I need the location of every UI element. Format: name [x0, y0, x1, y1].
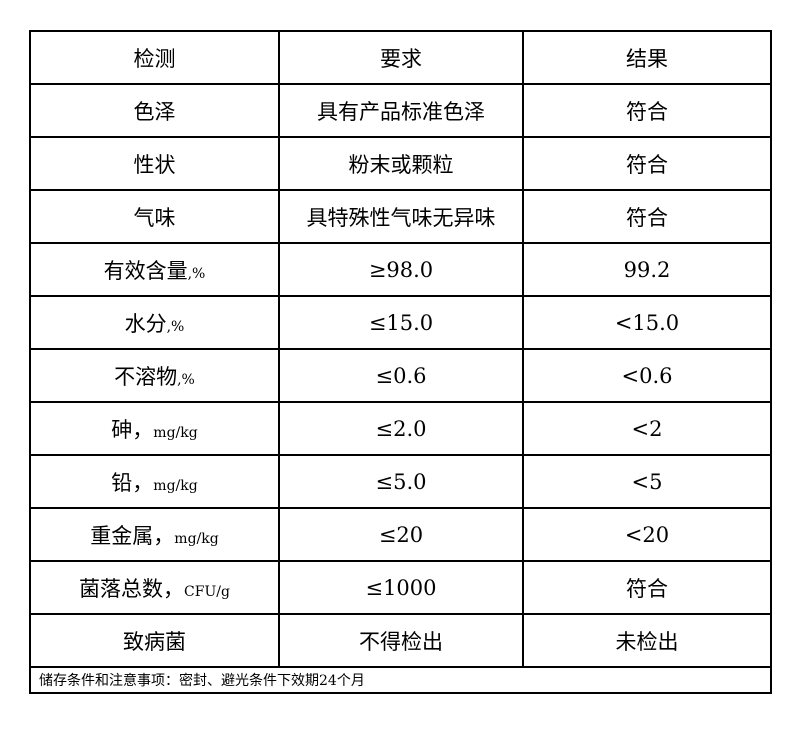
requirement-cell: ≤1000: [278, 560, 524, 615]
result-cell: 99.2: [522, 242, 772, 297]
item-name: 水分: [124, 311, 167, 336]
item-name: 色泽: [133, 99, 176, 124]
result-cell: <0.6: [522, 348, 772, 403]
result-cell: <20: [522, 507, 772, 562]
table-row: 重金属，mg/kg ≤20 <20: [29, 507, 772, 562]
header-row: 检测 要求 结果: [29, 30, 772, 85]
item-cell: 不溶物,%: [29, 348, 280, 403]
requirement-cell: ≤0.6: [278, 348, 524, 403]
requirement-cell: 具特殊性气味无异味: [278, 189, 524, 244]
item-cell: 菌落总数，CFU/g: [29, 560, 280, 615]
item-unit: ,%: [177, 371, 195, 388]
result-cell: 符合: [522, 560, 772, 615]
item-name: 菌落总数，: [79, 576, 185, 601]
result-cell: <2: [522, 401, 772, 456]
requirement-cell: ≤5.0: [278, 454, 524, 509]
item-cell: 致病菌: [29, 613, 280, 668]
item-cell: 水分,%: [29, 295, 280, 350]
item-unit: mg/kg: [174, 530, 219, 547]
table-row: 水分,% ≤15.0 <15.0: [29, 295, 772, 350]
result-cell: 未检出: [522, 613, 772, 668]
item-unit: mg/kg: [153, 477, 198, 494]
storage-note: 储存条件和注意事项：密封、避光条件下效期24个月: [29, 666, 772, 694]
table-row: 性状 粉末或颗粒 符合: [29, 136, 772, 191]
item-cell: 色泽: [29, 83, 280, 138]
result-cell: <5: [522, 454, 772, 509]
item-cell: 铅，mg/kg: [29, 454, 280, 509]
table-row: 铅，mg/kg ≤5.0 <5: [29, 454, 772, 509]
item-name: 砷，: [111, 417, 154, 442]
requirement-cell: 具有产品标准色泽: [278, 83, 524, 138]
item-name: 性状: [133, 152, 176, 177]
header-requirement: 要求: [278, 30, 524, 85]
item-name: 不溶物: [114, 364, 178, 389]
item-name: 铅，: [111, 470, 154, 495]
header-item: 检测: [29, 30, 280, 85]
table-row: 砷，mg/kg ≤2.0 <2: [29, 401, 772, 456]
footer-row: 储存条件和注意事项：密封、避光条件下效期24个月: [29, 666, 772, 694]
table-row: 菌落总数，CFU/g ≤1000 符合: [29, 560, 772, 615]
requirement-cell: 粉末或颗粒: [278, 136, 524, 191]
item-cell: 重金属，mg/kg: [29, 507, 280, 562]
item-cell: 有效含量,%: [29, 242, 280, 297]
table-row: 色泽 具有产品标准色泽 符合: [29, 83, 772, 138]
header-result: 结果: [522, 30, 772, 85]
item-unit: CFU/g: [184, 583, 230, 600]
result-cell: <15.0: [522, 295, 772, 350]
requirement-cell: 不得检出: [278, 613, 524, 668]
item-name: 致病菌: [123, 629, 186, 654]
requirement-cell: ≤15.0: [278, 295, 524, 350]
item-cell: 性状: [29, 136, 280, 191]
table-row: 致病菌 不得检出 未检出: [29, 613, 772, 668]
requirement-cell: ≤2.0: [278, 401, 524, 456]
requirement-cell: ≥98.0: [278, 242, 524, 297]
item-unit: ,%: [166, 318, 185, 335]
item-name: 气味: [133, 205, 176, 230]
result-cell: 符合: [522, 189, 772, 244]
requirement-cell: ≤20: [278, 507, 524, 562]
table-row: 不溶物,% ≤0.6 <0.6: [29, 348, 772, 403]
item-name: 重金属，: [90, 523, 175, 548]
item-name: 有效含量: [103, 258, 188, 283]
item-cell: 气味: [29, 189, 280, 244]
item-unit: mg/kg: [153, 424, 198, 441]
table-row: 气味 具特殊性气味无异味 符合: [29, 189, 772, 244]
result-cell: 符合: [522, 83, 772, 138]
table-row: 有效含量,% ≥98.0 99.2: [29, 242, 772, 297]
result-cell: 符合: [522, 136, 772, 191]
item-cell: 砷，mg/kg: [29, 401, 280, 456]
item-unit: ,%: [187, 265, 206, 282]
inspection-table: 检测 要求 结果 色泽 具有产品标准色泽 符合 性状 粉末或颗粒 符合 气味 具特殊性气味无异…: [29, 30, 772, 694]
